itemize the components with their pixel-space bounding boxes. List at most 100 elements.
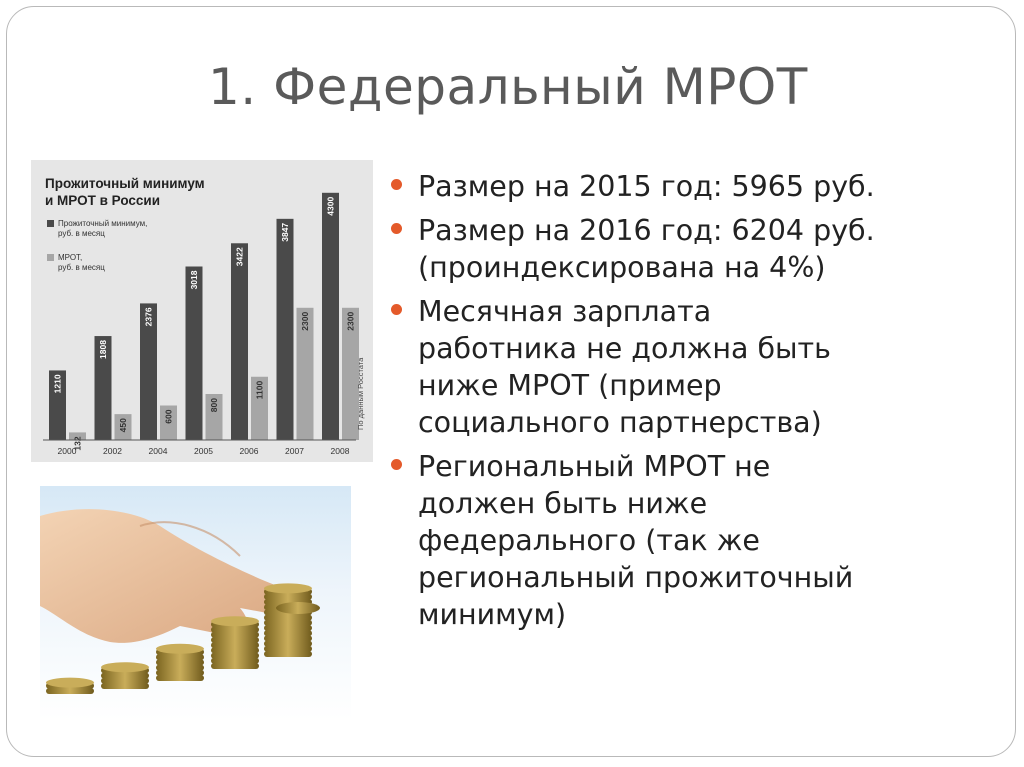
bar-value-label: 2376 bbox=[144, 307, 154, 326]
bar bbox=[160, 405, 177, 440]
chart-title-line-2: и МРОТ в России bbox=[45, 193, 160, 208]
bullet-text-line: минимум) bbox=[418, 598, 567, 631]
legend-swatch bbox=[47, 220, 54, 227]
bar-value-label: 800 bbox=[209, 398, 219, 412]
coin bbox=[211, 657, 259, 664]
coin bbox=[211, 663, 259, 669]
coin bbox=[156, 664, 204, 671]
coin bbox=[264, 625, 312, 631]
coin bbox=[264, 651, 312, 657]
x-tick-label: 2000 bbox=[58, 446, 77, 456]
coin bbox=[211, 647, 259, 654]
x-tick-label: 2008 bbox=[331, 446, 350, 456]
coin bbox=[211, 631, 259, 638]
bullet-item: Региональный МРОТ не должен быть ниже феде… bbox=[388, 448, 988, 633]
x-tick-label: 2005 bbox=[194, 446, 213, 456]
bar-value-label: 2300 bbox=[300, 312, 310, 331]
coin-top bbox=[264, 583, 312, 594]
coin bbox=[46, 688, 94, 694]
bar-value-label: 600 bbox=[164, 409, 174, 423]
legend-label: Прожиточный минимум, bbox=[58, 219, 147, 228]
chart-title-line-1: Прожиточный минимум bbox=[45, 176, 205, 191]
legend-label: руб. в месяц bbox=[58, 229, 105, 238]
coin bbox=[264, 645, 312, 652]
chart-source: По данным Росстата bbox=[356, 357, 365, 430]
bar-value-label: 1100 bbox=[255, 381, 265, 400]
bar-value-label: 1808 bbox=[98, 340, 108, 359]
hand-stacking-coins-photo-icon bbox=[40, 509, 320, 694]
slide-title: 1. Федеральный МРОТ bbox=[208, 58, 808, 116]
bullet-text-line: региональный прожиточный bbox=[418, 561, 854, 594]
bullet-dot-icon bbox=[391, 304, 402, 315]
coin bbox=[211, 642, 259, 649]
bullet-item: Размер на 2016 год: 6204 руб. (проиндекси… bbox=[388, 212, 988, 286]
chart-svg: Прожиточный минимум и МРОТ в России Прожит… bbox=[43, 176, 365, 456]
bar-value-label: 3847 bbox=[280, 223, 290, 242]
bar bbox=[342, 307, 359, 440]
coin-top bbox=[46, 677, 94, 688]
x-tick-label: 2006 bbox=[240, 446, 259, 456]
coin bbox=[156, 675, 204, 681]
held-coin bbox=[276, 602, 320, 614]
bullet-text-line: социального партнерства) bbox=[418, 406, 822, 439]
bullet-dot-icon bbox=[391, 179, 402, 190]
coin bbox=[264, 614, 312, 621]
coin bbox=[264, 619, 312, 626]
chart-image: Прожиточный минимум и МРОТ в России Прожит… bbox=[31, 160, 373, 462]
coin bbox=[211, 637, 259, 643]
bullet-list: Размер на 2015 год: 5965 руб. Размер на 2… bbox=[388, 168, 988, 640]
coins-photo bbox=[40, 486, 351, 720]
coin bbox=[101, 683, 149, 689]
coin bbox=[156, 654, 204, 661]
bar-value-label: 3422 bbox=[235, 247, 245, 266]
bar bbox=[69, 432, 86, 440]
coin-top bbox=[211, 616, 259, 627]
bar-value-label: 3018 bbox=[189, 270, 199, 289]
bar bbox=[185, 266, 203, 440]
coin bbox=[264, 630, 312, 637]
bullet-text-line: Региональный МРОТ не bbox=[418, 450, 771, 483]
bullet-dot-icon bbox=[391, 223, 402, 234]
bar-value-label: 4300 bbox=[326, 197, 336, 216]
bullet-text-line: Размер на 2015 год: 5965 руб. bbox=[418, 170, 875, 203]
bar bbox=[140, 303, 157, 440]
bullet-text-line: работника не должна быть bbox=[418, 332, 831, 365]
bar bbox=[251, 376, 268, 440]
x-tick-label: 2007 bbox=[285, 446, 304, 456]
bullet-item: Размер на 2015 год: 5965 руб. bbox=[388, 168, 988, 205]
bullet-dot-icon bbox=[391, 459, 402, 470]
bar bbox=[49, 370, 66, 440]
coin bbox=[264, 640, 312, 647]
bullet-text-line: Размер на 2016 год: 6204 руб. bbox=[418, 214, 875, 247]
bullet-text-line: Месячная зарплата bbox=[418, 295, 712, 328]
bar-value-label: 2300 bbox=[346, 312, 356, 331]
legend-label: руб. в месяц bbox=[58, 263, 105, 272]
bullet-text-line: ниже МРОТ (пример bbox=[418, 369, 722, 402]
bar bbox=[231, 243, 248, 440]
bar bbox=[276, 218, 294, 440]
legend-label: МРОТ, bbox=[58, 253, 82, 262]
legend-swatch bbox=[47, 254, 54, 261]
bar bbox=[322, 192, 339, 440]
bullet-text-line: федерального (так же bbox=[418, 524, 760, 557]
coin bbox=[156, 669, 204, 676]
bar bbox=[114, 414, 132, 440]
coin bbox=[264, 593, 312, 600]
coin bbox=[101, 677, 149, 684]
coin bbox=[264, 635, 312, 642]
x-tick-label: 2002 bbox=[103, 446, 122, 456]
coin bbox=[211, 626, 259, 633]
bar-value-label: 450 bbox=[118, 418, 128, 432]
bar bbox=[296, 307, 314, 440]
coin bbox=[156, 659, 204, 666]
bullet-text-line: (проиндексирована на 4%) bbox=[418, 251, 826, 284]
bar bbox=[205, 394, 223, 440]
bullet-text-line: должен быть ниже bbox=[418, 487, 708, 520]
x-tick-label: 2004 bbox=[149, 446, 168, 456]
bar bbox=[94, 336, 112, 440]
bar-value-label: 132 bbox=[73, 436, 83, 450]
bar-value-label: 1210 bbox=[53, 374, 63, 393]
coin-top bbox=[156, 643, 204, 654]
coin bbox=[101, 672, 149, 679]
coin-top bbox=[101, 662, 149, 673]
